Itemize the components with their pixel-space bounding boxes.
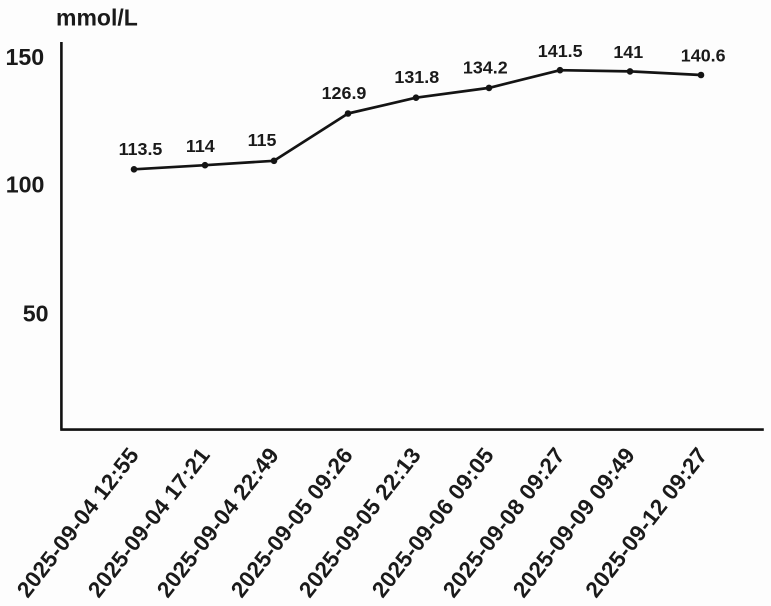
svg-text:100: 100	[6, 172, 45, 198]
svg-text:141: 141	[613, 42, 643, 62]
svg-text:113.5: 113.5	[119, 139, 163, 159]
svg-text:131.8: 131.8	[394, 67, 439, 87]
svg-text:114: 114	[186, 136, 215, 156]
svg-text:141.5: 141.5	[538, 41, 583, 61]
svg-text:140.6: 140.6	[681, 46, 726, 66]
svg-text:115: 115	[248, 130, 277, 150]
svg-text:126.9: 126.9	[322, 83, 367, 103]
svg-text:134.2: 134.2	[463, 57, 508, 77]
svg-text:150: 150	[6, 44, 45, 70]
svg-text:mmol/L: mmol/L	[56, 5, 138, 31]
svg-text:50: 50	[23, 301, 49, 327]
